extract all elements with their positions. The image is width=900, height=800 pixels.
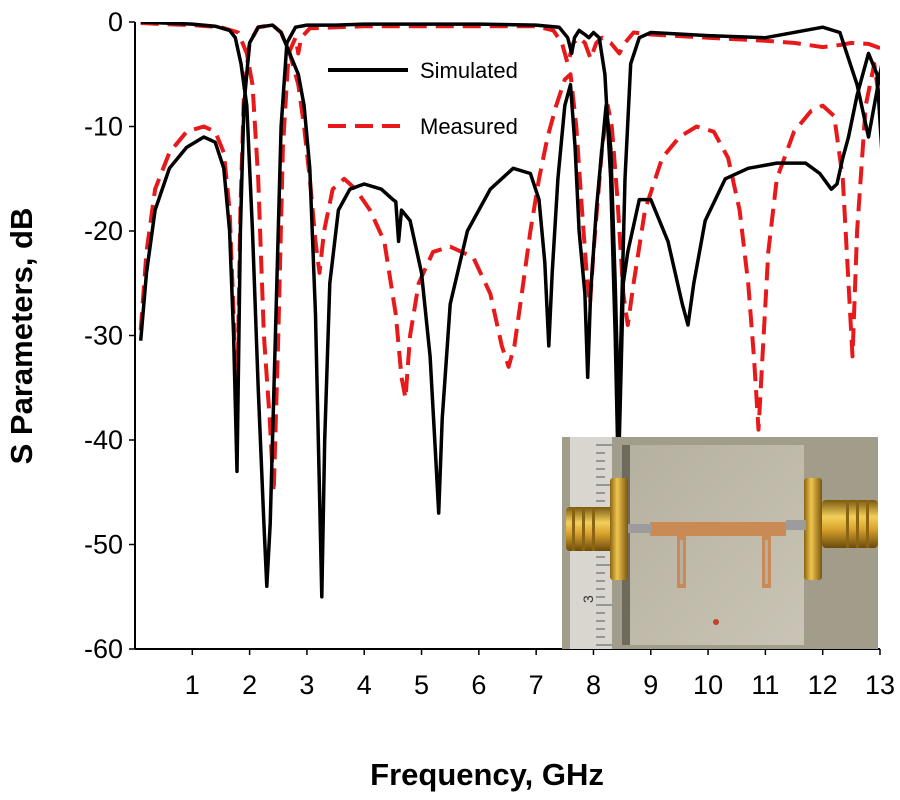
- series-measured-s21: [140, 22, 880, 495]
- microstrip-main: [650, 522, 786, 536]
- y-tick-label: -60: [84, 634, 123, 664]
- x-tick-label: 8: [586, 670, 601, 700]
- legend-label-simulated: Simulated: [420, 58, 518, 83]
- y-tick-label: -50: [84, 530, 123, 560]
- x-tick-label: 3: [299, 670, 314, 700]
- y-tick-label: 0: [108, 7, 123, 37]
- solder-spot: [713, 619, 719, 625]
- series-simulated-s21: [140, 22, 880, 589]
- y-tick-label: -40: [84, 425, 123, 455]
- x-tick-label: 1: [185, 670, 200, 700]
- x-tick-label: 7: [529, 670, 544, 700]
- x-tick-label: 12: [808, 670, 838, 700]
- left-connector-thread-3: [592, 507, 595, 551]
- right-pin: [786, 520, 806, 530]
- series-simulated-s11: [138, 23, 880, 599]
- left-connector-body: [566, 507, 614, 551]
- resonator-left-gap: [680, 540, 683, 584]
- legend: Simulated Measured: [328, 58, 518, 139]
- x-tick-label: 4: [357, 670, 372, 700]
- right-connector-thread-1: [846, 500, 849, 548]
- prototype-photo: 3: [562, 437, 878, 649]
- substrate-board: [628, 445, 804, 645]
- ruler-label: 3: [580, 595, 596, 603]
- left-connector-thread-2: [582, 507, 585, 551]
- x-axis-ticks: 1 2 3 4 5 6 7 8 9 10 11 12 13: [185, 649, 895, 700]
- left-connector-flange: [610, 478, 628, 580]
- x-tick-label: 2: [242, 670, 257, 700]
- left-connector-thread-1: [572, 507, 575, 551]
- x-tick-label: 10: [693, 670, 723, 700]
- y-tick-label: -10: [84, 112, 123, 142]
- resonator-right-gap: [765, 540, 768, 584]
- right-connector-flange: [804, 478, 822, 580]
- y-tick-label: -30: [84, 321, 123, 351]
- x-tick-label: 5: [414, 670, 429, 700]
- x-tick-label: 6: [471, 670, 486, 700]
- right-connector-thread-2: [856, 500, 859, 548]
- y-axis-ticks: 0 -10 -20 -30 -40 -50 -60: [84, 7, 135, 664]
- left-pin: [628, 524, 652, 533]
- right-connector-body: [822, 500, 878, 548]
- series-layer: [138, 22, 880, 599]
- x-tick-label: 11: [751, 670, 779, 700]
- y-axis-title: S Parameters, dB: [4, 208, 39, 465]
- right-connector-thread-3: [866, 500, 869, 548]
- x-tick-label: 13: [865, 670, 895, 700]
- legend-label-measured: Measured: [420, 114, 518, 139]
- x-tick-label: 9: [643, 670, 658, 700]
- y-tick-label: -20: [84, 216, 123, 246]
- x-axis-title: Frequency, GHz: [370, 757, 604, 792]
